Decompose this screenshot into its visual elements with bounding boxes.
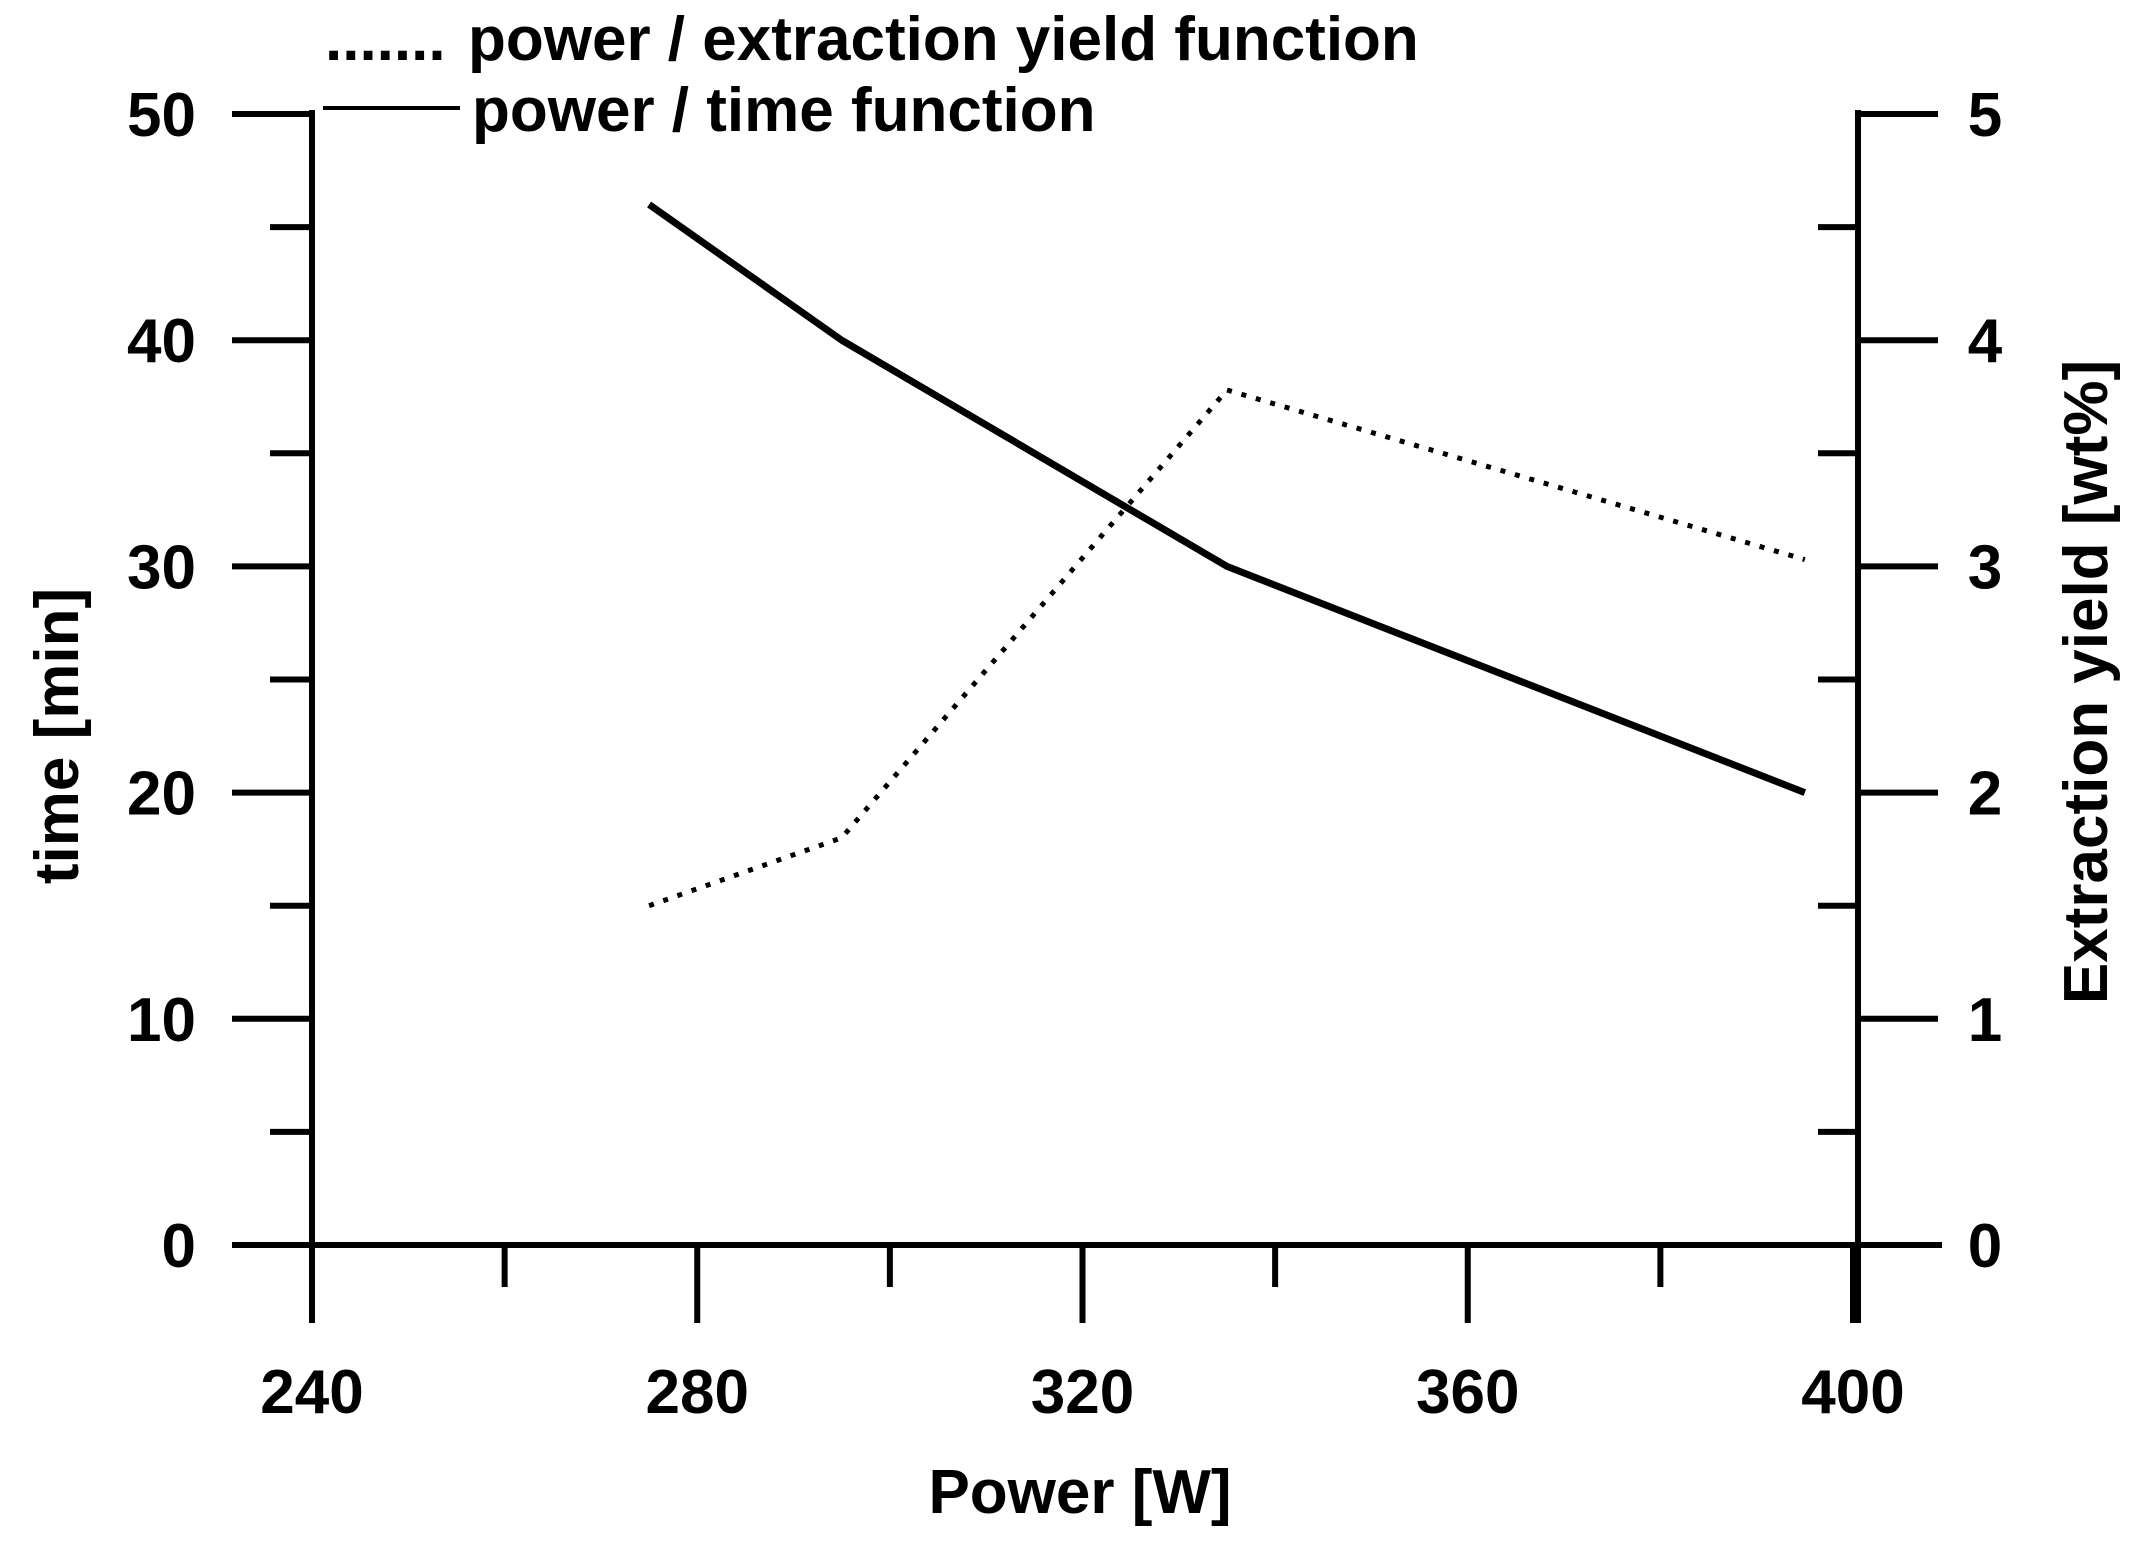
series-line-extraction-yield	[648, 387, 1806, 909]
legend: ....... power / extraction yield functio…	[323, 5, 1419, 145]
y2-tick-label-5: 5	[1968, 81, 2002, 150]
y2-tick-label-0: 0	[1968, 1212, 2002, 1281]
y2-tick-label-2: 2	[1968, 760, 2002, 829]
legend-label-yield: power / extraction yield function	[468, 5, 1419, 74]
x-tick-label-240: 240	[260, 1358, 363, 1427]
x-tick-label-400: 400	[1801, 1358, 1904, 1427]
x-axis-title: Power [W]	[928, 1458, 1231, 1527]
y2-tick-label-4: 4	[1968, 307, 2003, 376]
legend-dotted-marker: .......	[325, 5, 446, 74]
y-axis-title: time [min]	[23, 588, 92, 884]
x-tick-label-360: 360	[1416, 1358, 1519, 1427]
y-tick-label-0: 0	[162, 1212, 196, 1281]
y2-axis-title: Extraction yield [wt%]	[2052, 360, 2121, 1004]
y2-tick-label-1: 1	[1968, 986, 2002, 1055]
y2-tick-label-3: 3	[1968, 533, 2002, 602]
series-line-time	[647, 201, 1807, 796]
y-tick-label-20: 20	[127, 760, 196, 829]
x-tick-label-320: 320	[1031, 1358, 1134, 1427]
legend-label-time: power / time function	[472, 76, 1095, 145]
series-layer	[647, 201, 1807, 909]
axes: 240 280 320 360 400 0 10 20 30 40 50 0 1 2 3 4 5	[127, 81, 2003, 1427]
y-tick-label-30: 30	[127, 533, 196, 602]
y-tick-label-10: 10	[127, 986, 196, 1055]
x-tick-label-280: 280	[646, 1358, 749, 1427]
y-tick-label-40: 40	[127, 307, 196, 376]
y-tick-label-50: 50	[127, 81, 196, 150]
